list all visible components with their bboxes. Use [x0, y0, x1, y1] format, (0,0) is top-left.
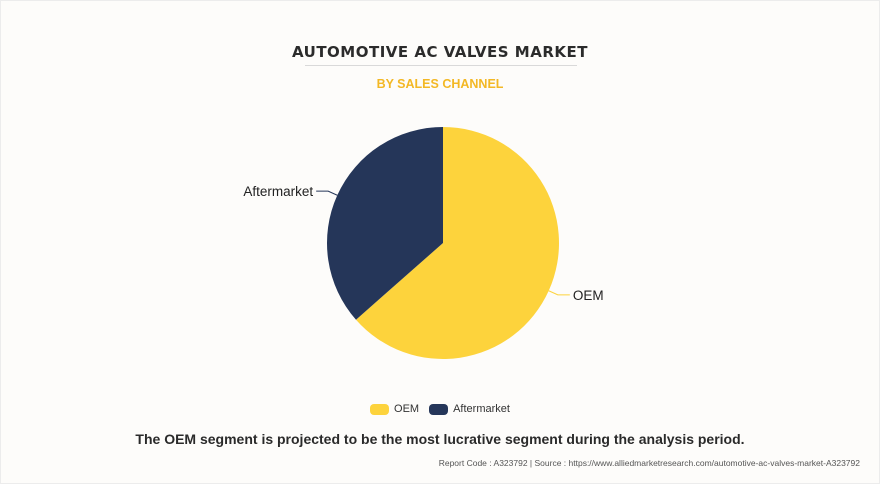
legend-swatch-aftermarket — [429, 403, 449, 415]
chart-title: AUTOMOTIVE AC VALVES MARKET — [292, 43, 588, 61]
slice-label-aftermarket: Aftermarket — [243, 184, 313, 199]
legend-label-aftermarket: Aftermarket — [453, 403, 510, 415]
legend-item-aftermarket[interactable]: Aftermarket — [429, 403, 510, 415]
chart-caption: The OEM segment is projected to be the m… — [135, 431, 745, 447]
report-footer: Report Code : A323792 | Source : https:/… — [438, 458, 860, 468]
chart-legend: OEM Aftermarket — [0, 403, 880, 415]
legend-swatch-oem — [370, 403, 390, 415]
legend-item-oem[interactable]: OEM — [370, 403, 419, 415]
pie-slice-oem[interactable] — [355, 127, 560, 359]
pie-slice-aftermarket[interactable] — [327, 127, 443, 320]
title-divider — [305, 65, 577, 66]
legend-label-oem: OEM — [394, 403, 420, 415]
slice-label-oem: OEM — [573, 288, 604, 303]
leader-line-oem — [548, 290, 570, 296]
leader-line-aftermarket — [316, 190, 338, 196]
chart-subtitle: BY SALES CHANNEL — [376, 77, 504, 91]
